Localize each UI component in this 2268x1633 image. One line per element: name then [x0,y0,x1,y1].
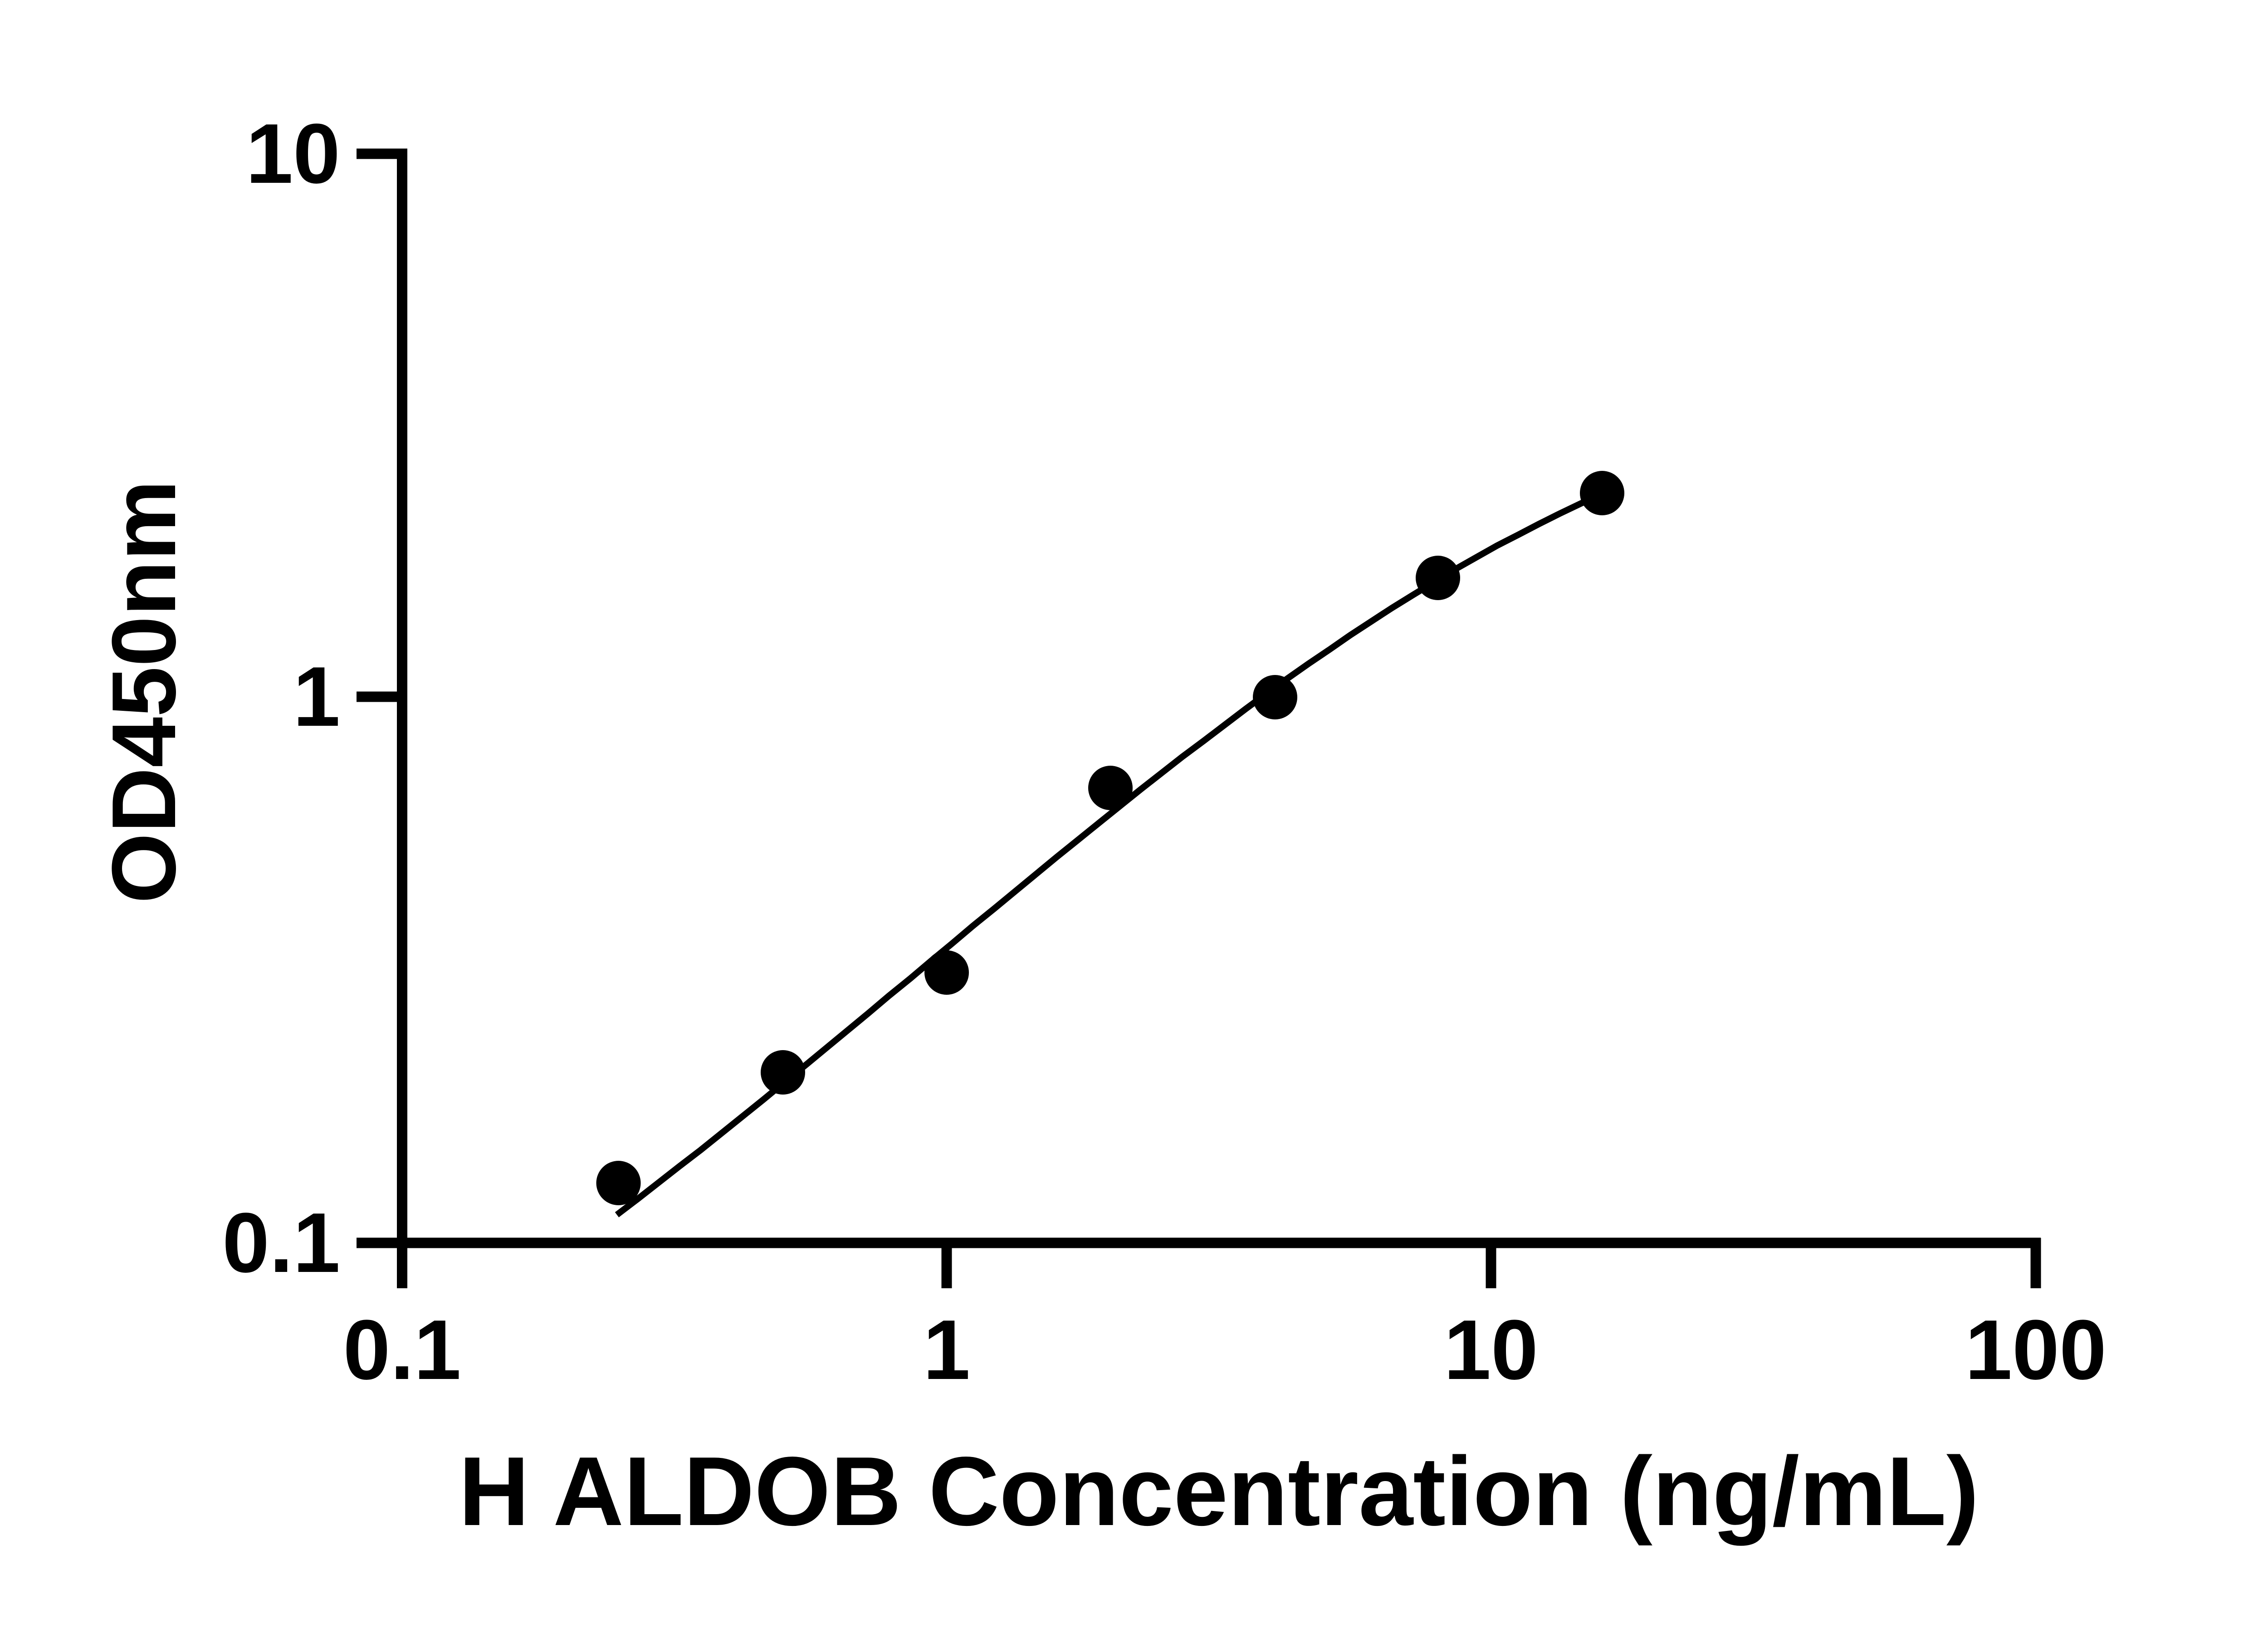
svg-text:H ALDOB Concentration (ng/mL): H ALDOB Concentration (ng/mL) [459,1436,1979,1546]
svg-text:100: 100 [1965,1302,2107,1397]
svg-text:1: 1 [293,649,340,744]
svg-text:1: 1 [923,1302,970,1397]
svg-text:10: 10 [1444,1302,1538,1397]
svg-text:OD450nm: OD450nm [93,480,195,904]
svg-text:10: 10 [246,106,340,201]
svg-text:0.1: 0.1 [343,1302,461,1397]
svg-text:0.1: 0.1 [222,1195,340,1290]
